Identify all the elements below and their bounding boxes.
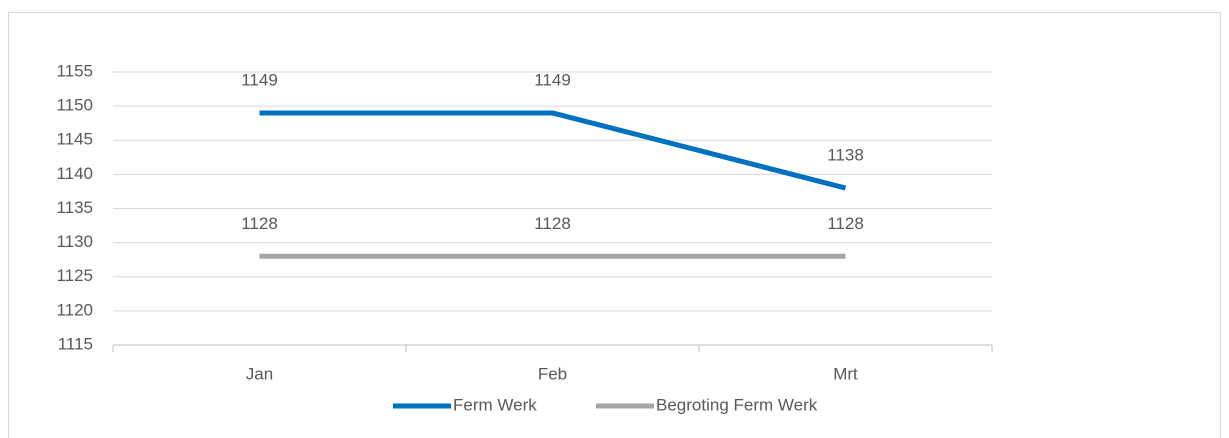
x-tick-label: Mrt: [833, 364, 858, 383]
y-tick-label: 1115: [58, 334, 93, 353]
chart-frame: [8, 12, 1221, 438]
y-tick-label: 1155: [56, 61, 93, 80]
y-tick-label: 1140: [56, 164, 93, 183]
legend-label: Ferm Werk: [453, 395, 537, 414]
y-tick-label: 1130: [56, 232, 93, 251]
x-tick-label: Jan: [246, 364, 273, 383]
data-label: 1149: [534, 70, 571, 89]
y-tick-label: 1120: [56, 300, 93, 319]
y-tick-label: 1135: [56, 198, 93, 217]
legend-label: Begroting Ferm Werk: [656, 395, 818, 414]
series-line: [259, 110, 847, 191]
y-tick-label: 1150: [56, 96, 93, 115]
y-tick-label: 1125: [56, 266, 93, 285]
data-label: 1128: [241, 214, 278, 233]
x-tick-label: Feb: [538, 364, 567, 383]
data-label: 1149: [241, 70, 278, 89]
data-label: 1128: [827, 214, 864, 233]
data-label: 1128: [534, 214, 571, 233]
data-label: 1138: [827, 146, 864, 165]
y-tick-label: 1145: [56, 130, 93, 149]
